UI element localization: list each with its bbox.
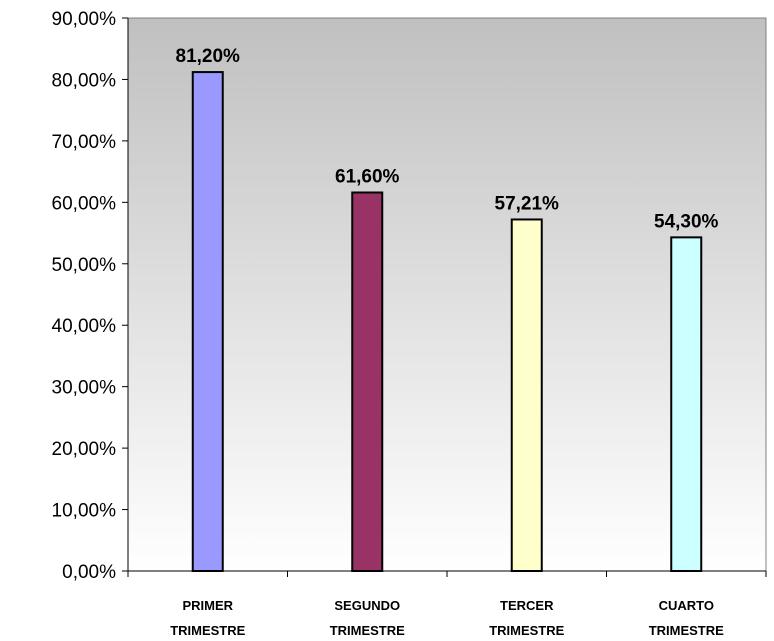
x-tick-label: SEGUNDO [334,598,400,613]
data-label: 61,60% [335,167,400,188]
x-tick-label: TRIMESTRE [489,623,564,638]
y-axis: 0,00% 10,00% 20,00% 30,00% 40,00% 50,00% 60,00… [52,9,129,583]
y-tick-label: 30,00% [52,378,117,399]
x-tick-label: CUARTO [659,598,714,613]
data-labels: 81,20% 61,60% 57,21% 54,30% [176,46,719,232]
y-tick-label: 70,00% [52,132,117,153]
y-tick-label: 0,00% [62,562,116,583]
data-label: 81,20% [176,46,241,67]
x-tick-label: TRIMESTRE [649,623,724,638]
y-tick-label: 20,00% [52,439,117,460]
x-tick-label: TRIMESTRE [330,623,405,638]
y-tick-label: 60,00% [52,193,117,214]
x-tick-label: TRIMESTRE [170,623,245,638]
x-axis: PRIMER TRIMESTRE SEGUNDO TRIMESTRE TERCER TRI… [127,570,767,638]
data-label: 57,21% [495,193,560,214]
bar [510,218,543,573]
bar [191,71,224,573]
y-tick-label: 50,00% [52,255,117,276]
bar [670,236,703,573]
y-tick-label: 80,00% [52,70,117,91]
y-tick-label: 10,00% [52,501,117,522]
data-label: 54,30% [654,211,719,232]
y-tick-label: 90,00% [52,9,117,30]
y-tick-label: 40,00% [52,316,117,337]
x-tick-label: PRIMER [182,598,233,613]
bars [191,71,703,573]
plot-area [127,17,767,572]
x-tick-label: TERCER [500,598,554,613]
bar [351,191,384,572]
